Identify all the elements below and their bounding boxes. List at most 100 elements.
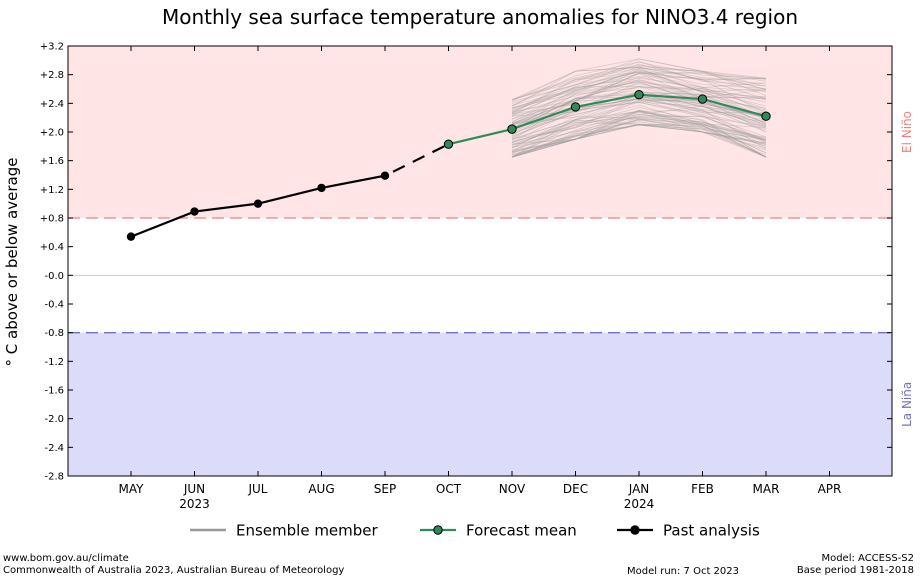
y-tick-label: +2.0 [40, 128, 64, 139]
past-analysis-point [253, 199, 263, 208]
legend-label: Forecast mean [466, 522, 577, 540]
y-tick-label: +1.6 [40, 156, 64, 167]
y-tick-label: -2.8 [44, 472, 64, 483]
y-tick-label: +2.8 [40, 70, 64, 81]
ensemble-member-line [511, 115, 767, 144]
forecast-mean-point [570, 102, 581, 112]
ensemble-member-line [511, 61, 767, 104]
x-tick-label: JAN [628, 482, 650, 496]
x-tick-label: MAY [119, 482, 145, 496]
ensemble-member-line [511, 116, 767, 154]
ensemble-member-line [511, 101, 767, 158]
ensemble-member-line [511, 81, 767, 130]
ensemble-member-line [511, 86, 767, 112]
ensemble-member-line [511, 64, 767, 101]
ensemble-member-line [511, 111, 767, 158]
ensemble-member-line [511, 79, 767, 126]
ensemble-member-line [511, 107, 767, 158]
footer-right: Model: ACCESS-S2 Base period 1981-2018 [797, 553, 914, 577]
ensemble-member-line [511, 118, 767, 152]
y-tick-label: -0.8 [44, 328, 64, 339]
transition-dashed-line [384, 143, 449, 177]
axes: +3.2 +2.8 +2.4 +2.0 +1.6 +1.2 +0.8 +0.4 -0.0 -0.4… [40, 42, 893, 511]
forecast-mean-point [634, 90, 644, 100]
ensemble-member-line [511, 124, 767, 158]
ensemble-member-line [511, 71, 767, 114]
ensemble-member-line [511, 118, 767, 144]
footer-model: Model: ACCESS-S2 [821, 553, 914, 564]
ensemble-member-line [511, 72, 767, 117]
ensemble-member-line [511, 63, 767, 103]
ensemble-member-line [511, 68, 767, 124]
ensemble-member-line [511, 110, 767, 153]
chart-title: Monthly sea surface temperature anomalie… [162, 5, 798, 29]
x-tick-label: FEB [691, 482, 714, 496]
y-tick-label: +0.4 [40, 242, 64, 253]
ensemble-member-line [511, 58, 767, 101]
ensemble-member-line [511, 66, 767, 101]
ensemble-member-line [511, 116, 767, 151]
footer-copyright: Commonwealth of Australia 2023, Australi… [3, 565, 345, 576]
ensemble-member-line [511, 109, 767, 158]
footer-model-run: Model run: 7 Oct 2023 [627, 566, 739, 577]
y-tick-label: -2.0 [44, 414, 64, 425]
ensemble-member-line [511, 87, 767, 129]
ensemble-member-line [511, 86, 767, 135]
ensemble-member-line [511, 99, 767, 136]
legend: Ensemble member Forecast mean Past analysi… [190, 522, 760, 540]
y-tick-label: +0.8 [40, 214, 64, 225]
ensemble-member-line [511, 83, 767, 131]
forecast-mean-point [507, 124, 517, 134]
ensemble-member-line [511, 101, 767, 132]
ensemble-member-line [511, 58, 767, 107]
footer-left: www.bom.gov.au/climate Commonwealth of A… [3, 553, 344, 577]
x-tick-label: NOV [499, 482, 526, 496]
x-tick-label: JUN [183, 482, 205, 496]
x-tick-label: AUG [308, 482, 334, 496]
ensemble-member-line [511, 72, 767, 124]
past-analysis-point [190, 207, 199, 216]
y-tick-label: +3.2 [40, 42, 64, 53]
ensemble-member-line [511, 67, 767, 109]
ensemble-member-line [511, 71, 767, 110]
ensemble-member-line [511, 124, 767, 148]
ensemble-member-line [511, 105, 767, 145]
ensemble-member-line [511, 121, 767, 154]
ensemble-member-line [511, 119, 767, 158]
ensemble-member-line [511, 66, 767, 110]
forecast-mean-point [761, 111, 771, 121]
ensemble-member-line [511, 110, 767, 158]
x-year-label: 2024 [624, 497, 655, 511]
x-tick-label: OCT [436, 482, 462, 496]
ensemble-member-line [511, 61, 767, 107]
ensemble-member-line [511, 124, 767, 156]
ensemble-member-line [511, 119, 767, 152]
past-analysis-point [380, 171, 390, 180]
footer-base-period: Base period 1981-2018 [796, 565, 914, 576]
ensemble-member-line [511, 124, 767, 158]
ensemble-member-line [511, 101, 767, 144]
forecast-mean-point [443, 139, 454, 149]
ensemble-member-line [511, 118, 767, 158]
ensemble-member-line [511, 114, 767, 157]
ensemble-member-line [511, 113, 767, 158]
y-tick-label: -0.4 [44, 300, 64, 311]
ensemble-member-line [511, 68, 767, 101]
ensemble-member-line [511, 121, 767, 146]
footer-url: www.bom.gov.au/climate [3, 553, 129, 564]
x-tick-label: APR [818, 482, 842, 496]
ensemble-member-line [511, 109, 767, 154]
ensemble-member-line [511, 123, 767, 158]
legend-fc-marker [433, 525, 443, 535]
series [126, 90, 771, 241]
past-analysis-point [126, 232, 136, 241]
ensemble-member-line [511, 76, 767, 109]
ensemble-member-line [511, 104, 767, 148]
x-year-label: 2023 [179, 497, 210, 511]
plot-background: El Niño La Niña [68, 46, 914, 476]
ensemble-member-line [511, 98, 767, 133]
ensemble-member-line [511, 109, 767, 150]
ensemble-member-line [511, 124, 767, 158]
y-tick-label: -0.0 [44, 271, 64, 282]
